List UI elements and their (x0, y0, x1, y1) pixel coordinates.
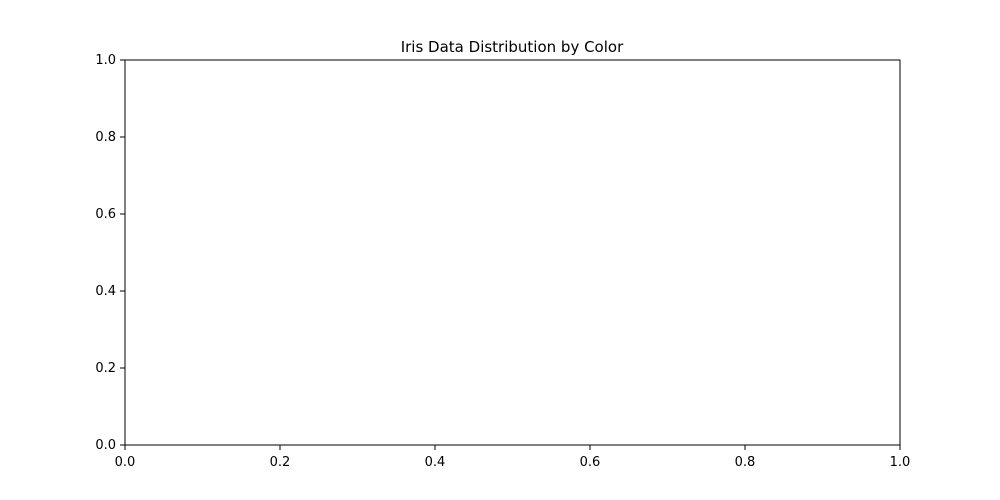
x-axis: 0.0 0.2 0.4 0.6 0.8 1.0 (115, 445, 911, 470)
y-tick-label: 0.0 (95, 438, 116, 453)
x-tick-label: 0.2 (270, 455, 291, 470)
y-tick-label: 0.4 (95, 284, 116, 299)
x-tick-label: 0.0 (115, 455, 136, 470)
y-tick-label: 0.6 (95, 207, 116, 222)
x-tick-label: 1.0 (890, 455, 911, 470)
x-tick-label: 0.8 (735, 455, 756, 470)
y-axis: 0.0 0.2 0.4 0.6 0.8 1.0 (95, 53, 125, 453)
axes-frame (124, 59, 901, 446)
y-tick-label: 0.8 (95, 130, 116, 145)
chart-title: Iris Data Distribution by Color (401, 38, 624, 56)
y-tick-label: 1.0 (95, 53, 116, 68)
plot-area (124, 59, 901, 446)
x-tick-label: 0.4 (425, 455, 446, 470)
y-tick-label: 0.2 (95, 361, 116, 376)
x-tick-label: 0.6 (580, 455, 601, 470)
